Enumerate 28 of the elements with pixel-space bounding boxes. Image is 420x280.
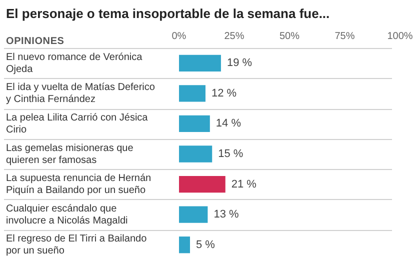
y-tick-label: La pelea Lilita Carrió con Jésica Cirio	[6, 112, 148, 136]
x-tick-label: 100%	[387, 30, 413, 42]
bar	[178, 85, 206, 102]
data-label: 19 %	[226, 57, 252, 70]
data-label: 14 %	[216, 118, 242, 130]
bar	[178, 146, 212, 162]
y-tick-label: El nuevo romance de Verónica Ojeda	[6, 52, 143, 75]
bar	[178, 54, 221, 72]
bar	[178, 206, 208, 223]
data-label: 5 %	[196, 238, 216, 251]
x-tick-label: 75%	[334, 30, 355, 42]
y-axis-title: OPINIONES	[6, 36, 64, 47]
data-label: 13 %	[214, 208, 239, 221]
bar	[178, 115, 210, 132]
y-tick-label: Cualquier escándalo que involucre a Nicolás Magaldi	[6, 203, 128, 226]
data-label: 21 %	[231, 178, 257, 190]
bar	[178, 176, 226, 193]
y-tick-label: El ida y vuelta de Matías Deferico y Cinthia Fernández	[6, 82, 156, 106]
data-label: 12 %	[211, 87, 237, 100]
bar	[178, 236, 190, 254]
chart-title: El personaje o tema insoportable de la semana fue...	[5, 5, 331, 23]
x-tick-label: 50%	[279, 30, 300, 42]
y-tick-label: La supuesta renuncia de Hernán Piquín a Bailando por un sueño	[6, 173, 152, 196]
x-tick-label: 0%	[172, 30, 186, 42]
data-label: 15 %	[218, 148, 244, 160]
y-tick-label: El regreso de El Tirri a Bailando por un sueño	[6, 234, 148, 257]
y-tick-label: Las gemelas misioneras que quieren ser famosas	[6, 142, 134, 166]
x-tick-label: 25%	[224, 30, 244, 42]
